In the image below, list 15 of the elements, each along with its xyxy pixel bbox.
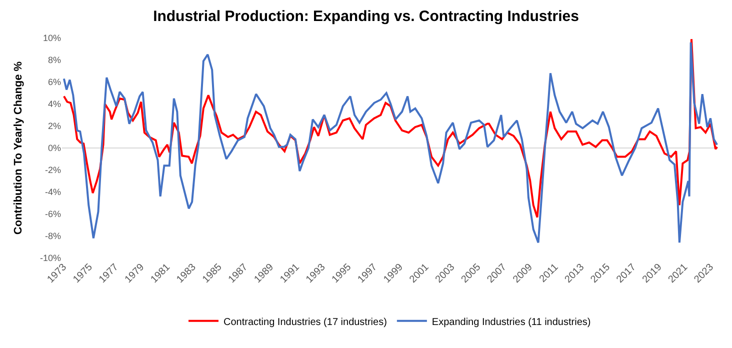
- y-tick-label: -4%: [44, 187, 61, 198]
- y-tick-label: 10%: [42, 33, 61, 44]
- chart-title: Industrial Production: Expanding vs. Contracting Industries: [153, 8, 579, 25]
- y-tick-label: 6%: [48, 77, 61, 88]
- y-tick-label: 2%: [48, 121, 61, 132]
- legend-label: Expanding Industries (11 industries): [432, 316, 591, 328]
- y-tick-label: -2%: [44, 165, 61, 176]
- y-tick-label: 0%: [48, 143, 61, 154]
- y-tick-label: 4%: [48, 99, 61, 110]
- y-tick-label: -10%: [40, 253, 61, 264]
- legend-label: Contracting Industries (17 industries): [224, 316, 387, 328]
- y-tick-label: -6%: [44, 209, 61, 220]
- y-tick-label: -8%: [44, 231, 61, 242]
- y-tick-label: 8%: [48, 55, 61, 66]
- y-axis-title: Contribution To Yearly Change %: [12, 61, 25, 235]
